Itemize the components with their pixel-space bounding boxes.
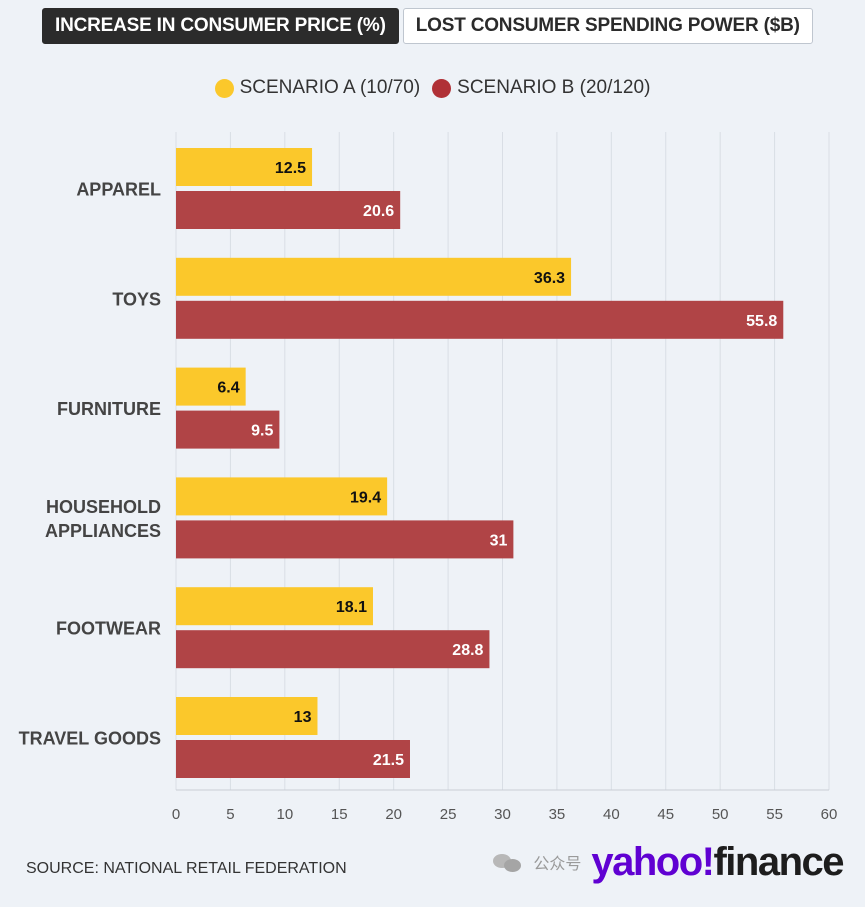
yahoo-finance-logo: 公众号 yahoo!finance — [493, 840, 844, 884]
bar-value-label: 9.5 — [251, 423, 273, 440]
x-tick-label: 0 — [172, 806, 180, 823]
logo-bang: ! — [701, 840, 715, 884]
x-tick-label: 40 — [603, 806, 620, 823]
bar-value-label: 20.6 — [363, 203, 394, 220]
bar — [176, 191, 401, 229]
bar — [176, 697, 318, 735]
x-tick-label: 25 — [440, 806, 457, 823]
legend-label-scenario-a: SCENARIO A (10/70) — [239, 77, 421, 98]
x-tick-label: 60 — [821, 806, 838, 823]
bar-value-label: 19.4 — [350, 489, 381, 506]
bar-value-label: 36.3 — [534, 270, 565, 287]
x-tick-label: 45 — [657, 806, 674, 823]
tab-bar: INCREASE IN CONSUMER PRICE (%) LOST CONS… — [42, 8, 813, 44]
legend-swatch-scenario-a — [214, 78, 234, 98]
bar-value-label: 12.5 — [275, 160, 306, 177]
bar — [176, 587, 373, 626]
bar — [176, 630, 490, 669]
bar-value-label: 6.4 — [217, 380, 239, 397]
category-label: FOOTWEAR — [56, 619, 161, 639]
bar-value-label: 28.8 — [452, 642, 483, 659]
bar-value-label: 55.8 — [746, 313, 777, 330]
bar — [176, 148, 313, 186]
source-note: SOURCE: NATIONAL RETAIL FEDERATION — [26, 860, 347, 877]
tab-spending-power[interactable]: LOST CONSUMER SPENDING POWER ($B) — [402, 8, 813, 44]
bar — [176, 740, 410, 778]
category-label: HOUSEHOLD — [46, 497, 161, 517]
bar-chart: 0 5 10 15 20 25 30 35 40 45 50 55 60 APPAREL 12.5 20.6 T… — [19, 132, 838, 823]
x-tick-label: 20 — [385, 806, 402, 823]
watermark-text: 公众号 — [533, 856, 582, 873]
bar — [176, 300, 784, 339]
category-label: FURNITURE — [57, 399, 161, 419]
bar — [176, 257, 572, 296]
bar-value-label: 18.1 — [336, 599, 367, 616]
logo-finance: finance — [713, 840, 844, 884]
logo-yahoo: yahoo — [591, 840, 703, 884]
wechat-icon — [493, 851, 523, 873]
x-tick-label: 50 — [712, 806, 729, 823]
x-tick-label: 55 — [766, 806, 783, 823]
bar — [176, 367, 246, 406]
legend-item-scenario-b: SCENARIO B (20/120) — [432, 77, 650, 99]
bar-value-label: 21.5 — [373, 752, 404, 769]
tab-consumer-price[interactable]: INCREASE IN CONSUMER PRICE (%) — [42, 8, 399, 44]
category-label: TOYS — [112, 289, 161, 309]
category-label: APPAREL — [76, 180, 161, 200]
category-label: TRAVEL GOODS — [19, 729, 161, 749]
legend-label-scenario-b: SCENARIO B (20/120) — [457, 77, 651, 98]
category-label: APPLIANCES — [45, 521, 161, 541]
x-tick-label: 35 — [549, 806, 566, 823]
legend-swatch-scenario-b — [432, 78, 452, 98]
x-tick-label: 10 — [276, 806, 293, 823]
x-tick-label: 15 — [331, 806, 348, 823]
bar-value-label: 31 — [490, 532, 508, 549]
x-tick-label: 5 — [226, 806, 234, 823]
legend: SCENARIO A (10/70) SCENARIO B (20/120) — [0, 77, 865, 99]
bar — [176, 520, 514, 559]
bar-value-label: 13 — [294, 709, 312, 726]
x-tick-label: 30 — [494, 806, 511, 823]
logo-text: yahoo!finance — [591, 840, 844, 884]
bar — [176, 410, 280, 449]
bar — [176, 477, 388, 516]
legend-item-scenario-a: SCENARIO A (10/70) — [214, 77, 421, 99]
